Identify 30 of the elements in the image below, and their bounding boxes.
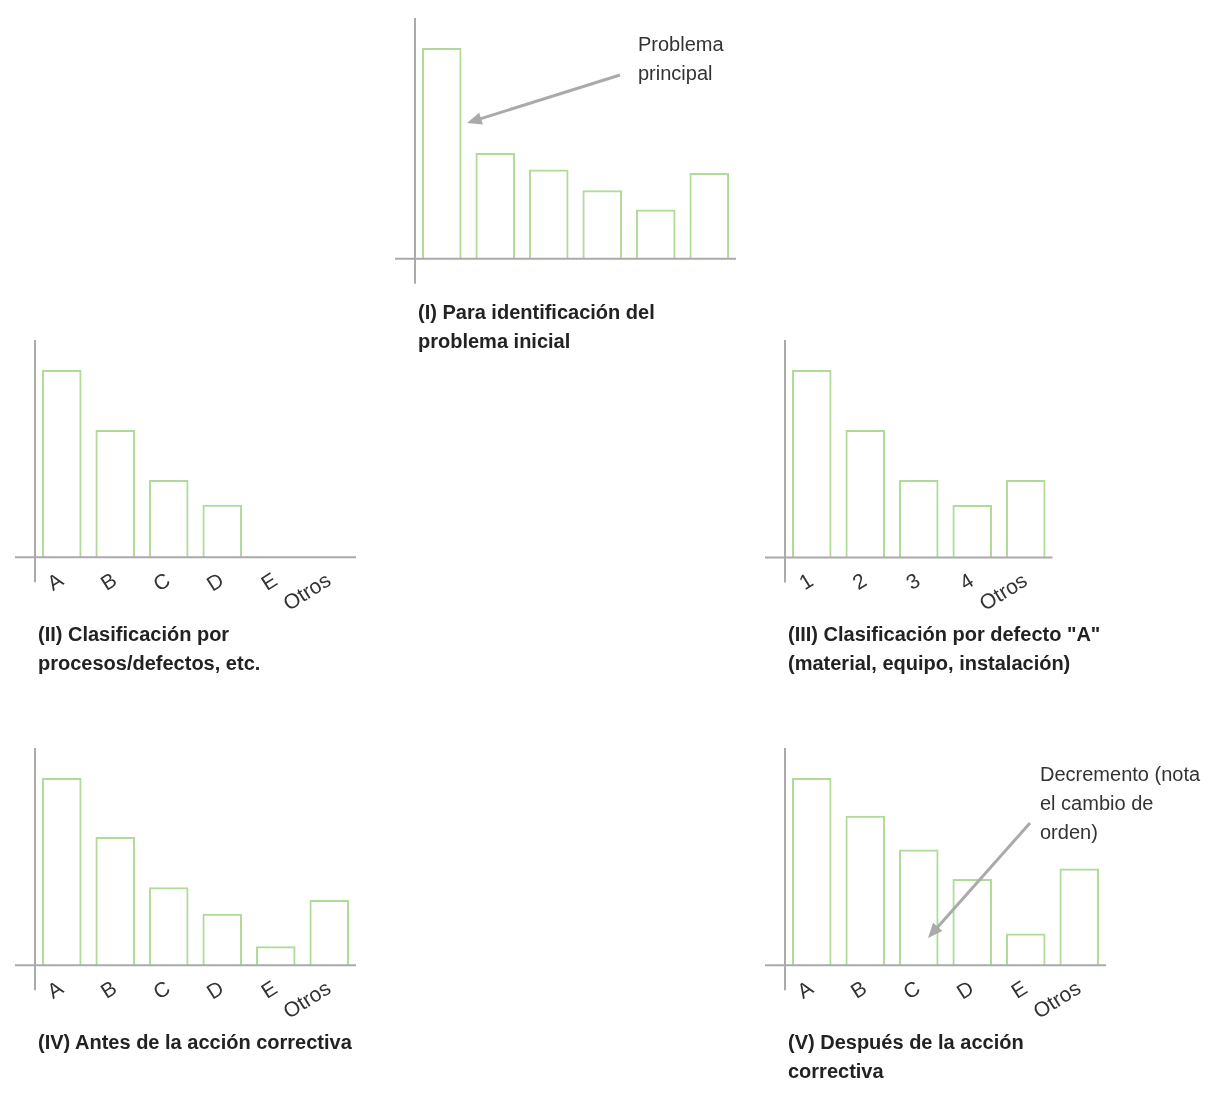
x-tick-label: A (792, 975, 817, 1003)
text: (IV) Antes de la acción correctiva (38, 1030, 353, 1055)
x-tick-label: B (96, 567, 121, 595)
x-tick-label: A (42, 975, 67, 1003)
x-tick-label: A (42, 567, 67, 595)
x-tick-label: Otros (975, 568, 1031, 615)
x-tick-label: Otros (278, 975, 335, 1023)
x-tick-label: E (256, 975, 281, 1003)
x-tick-label: C (148, 567, 174, 596)
x-tick-label: B (846, 975, 871, 1003)
text: (III) Clasificación por defecto "A" (material, equipo, instalación) (788, 622, 1102, 676)
annotation: Decremento (nota el cambio de orden) (1040, 762, 1202, 845)
text: (I) Para identificación del problema inicial (418, 300, 656, 354)
x-tick-label: D (952, 975, 978, 1004)
x-tick-label: D (202, 567, 228, 596)
x-tick-label: 4 (955, 567, 978, 594)
x-tick-label: 1 (794, 568, 817, 594)
x-tick-label: D (202, 975, 228, 1004)
text: (V) Después de la acción correctiva (788, 1030, 1025, 1084)
x-tick-label: C (898, 975, 924, 1004)
x-tick-label: C (148, 975, 174, 1004)
x-tick-label: E (256, 567, 281, 595)
x-tick-label: E (1006, 975, 1031, 1003)
x-tick-label: Otros (278, 567, 335, 615)
text: (II) Clasificación por procesos/defectos, etc. (38, 622, 262, 676)
x-tick-label: B (96, 975, 121, 1003)
annotation: Problema principal (638, 32, 725, 86)
x-tick-label: 3 (901, 568, 924, 594)
x-tick-label: Otros (1028, 975, 1085, 1023)
x-tick-label: 2 (848, 568, 871, 594)
